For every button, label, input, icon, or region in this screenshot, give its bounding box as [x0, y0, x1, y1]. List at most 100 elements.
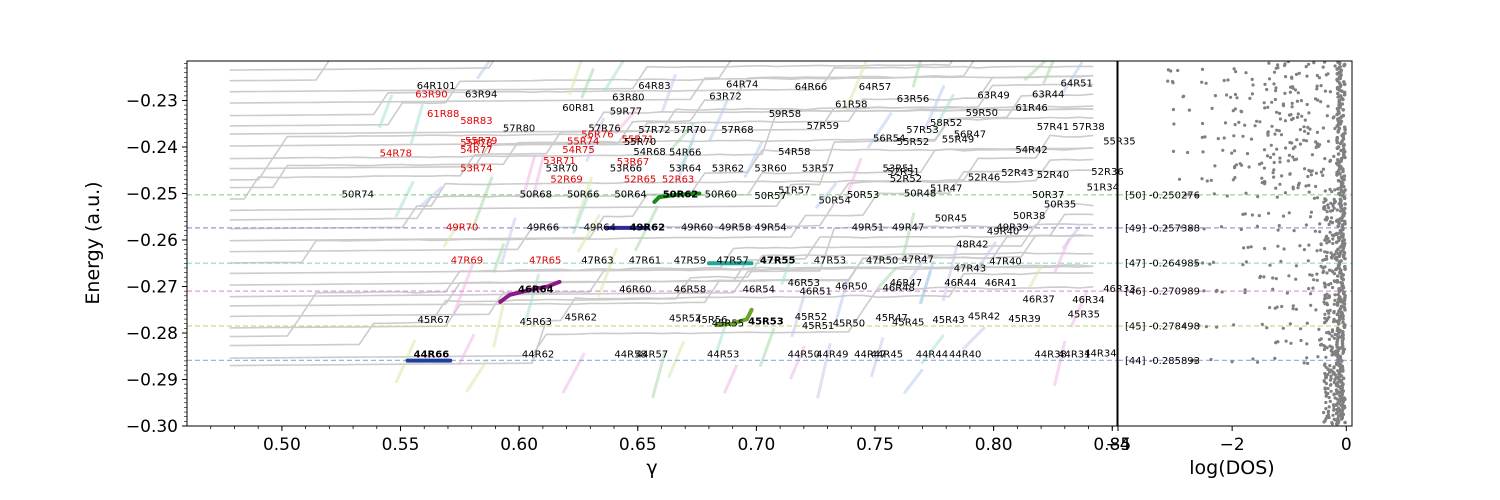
state-annotation: 50R53 — [847, 190, 879, 201]
energy-curve — [229, 158, 1094, 253]
state-annotation: 47R61 — [629, 255, 661, 266]
dos-point — [1298, 244, 1302, 248]
state-annotation: 45R47 — [875, 313, 907, 324]
state-annotation: 49R70 — [446, 223, 478, 234]
dos-point — [1222, 136, 1226, 140]
faint-state-segment — [974, 241, 998, 273]
dos-point — [1324, 365, 1328, 369]
dos-x-tick-label: 0 — [1341, 435, 1352, 455]
dos-point — [1202, 289, 1206, 293]
dos-point — [1305, 321, 1309, 325]
dos-level-label: [46] -0.270989 — [1125, 287, 1200, 298]
dos-point — [1340, 311, 1344, 316]
dos-point — [1341, 317, 1345, 321]
dos-point — [1272, 175, 1276, 179]
dos-point — [1296, 186, 1300, 190]
dos-point — [1330, 233, 1334, 237]
state-annotation: 54R68 — [633, 147, 665, 158]
dos-point — [1271, 276, 1275, 280]
state-annotation: 56R54 — [873, 133, 905, 144]
dos-point — [1294, 264, 1298, 268]
dos-axes-frame — [1117, 60, 1353, 427]
dos-point — [1216, 137, 1220, 141]
dos-point — [1232, 323, 1236, 327]
state-annotation: 50R74 — [342, 190, 374, 201]
dos-point — [1282, 247, 1286, 251]
dos-point — [1326, 373, 1330, 377]
faint-state-segment — [500, 217, 517, 264]
dos-point — [1315, 73, 1319, 78]
dos-point — [1195, 193, 1199, 198]
energy-vs-gamma-panel: 50R74 50R68 50R66 50R64 50R62 50R60 50R57 50R54… — [82, 60, 1136, 479]
dos-point — [1201, 150, 1205, 154]
dos-point — [1291, 185, 1295, 189]
state-annotation: 44R62 — [522, 350, 554, 361]
state-annotation: 57R53 — [906, 125, 938, 136]
dos-point — [1283, 91, 1287, 95]
dos-point — [1325, 257, 1329, 261]
dos-point — [1333, 252, 1337, 256]
faint-state-segment — [816, 342, 832, 399]
dos-point — [1341, 147, 1346, 152]
dos-point — [1233, 123, 1237, 127]
dos-point — [1327, 370, 1332, 374]
dos-point — [1334, 240, 1339, 245]
state-annotation: 49R58 — [719, 223, 751, 234]
state-annotation: 47R65 — [529, 255, 561, 266]
dos-point — [1305, 102, 1309, 107]
dos-point — [1333, 64, 1337, 68]
dos-point — [1215, 288, 1219, 292]
dos-point — [1314, 184, 1318, 189]
dos-point — [1232, 134, 1236, 138]
dos-point — [1234, 163, 1238, 167]
dos-point — [1204, 325, 1208, 329]
dos-point — [1262, 101, 1266, 105]
state-annotation: 50R54 — [818, 195, 850, 206]
dos-x-tick-label: −2 — [1220, 435, 1245, 455]
dos-point — [1322, 300, 1326, 304]
dos-point — [1171, 107, 1175, 112]
state-annotation: 57R68 — [721, 125, 753, 136]
dos-point — [1250, 77, 1254, 81]
dos-point — [1310, 153, 1314, 157]
dos-point — [1323, 197, 1327, 201]
dos-point — [1267, 77, 1272, 81]
state-annotation: 57R70 — [674, 125, 706, 136]
dos-point — [1284, 75, 1288, 79]
dos-point — [1321, 126, 1325, 130]
dos-point — [1239, 109, 1243, 113]
dos-point — [1232, 67, 1236, 71]
x-tick-label: 0.85 — [1093, 435, 1131, 455]
dos-point — [1262, 179, 1267, 184]
state-annotation: 64R66 — [795, 82, 827, 93]
faint-state-segment — [1023, 61, 1047, 82]
dos-point — [1336, 326, 1340, 331]
dos-point — [1276, 340, 1280, 344]
dos-point — [1338, 172, 1342, 176]
dos-point — [1302, 138, 1306, 142]
dos-point — [1342, 80, 1346, 84]
dos-point — [1292, 229, 1296, 233]
dos-point — [1323, 189, 1327, 193]
faint-state-segment — [561, 352, 586, 394]
dos-point — [1343, 206, 1347, 211]
dos-point — [1314, 97, 1318, 101]
dos-point — [1342, 219, 1347, 224]
dos-point — [1279, 259, 1283, 263]
dos-point — [1342, 90, 1347, 95]
dos-point — [1335, 232, 1339, 236]
energy-curve — [229, 264, 1094, 338]
dos-point — [1330, 334, 1334, 338]
dos-point — [1244, 260, 1248, 264]
dos-point — [1319, 100, 1323, 104]
dos-point — [1323, 205, 1327, 209]
dos-x-tick-label: −4 — [1105, 435, 1130, 455]
dos-point — [1288, 140, 1292, 145]
dos-point — [1235, 96, 1239, 100]
dos-point — [1267, 211, 1271, 215]
dos-point — [1325, 114, 1329, 118]
dos-point — [1328, 364, 1332, 368]
dos-point — [1341, 376, 1346, 381]
dos-point — [1327, 315, 1331, 319]
y-tick-label: −0.25 — [126, 185, 178, 205]
